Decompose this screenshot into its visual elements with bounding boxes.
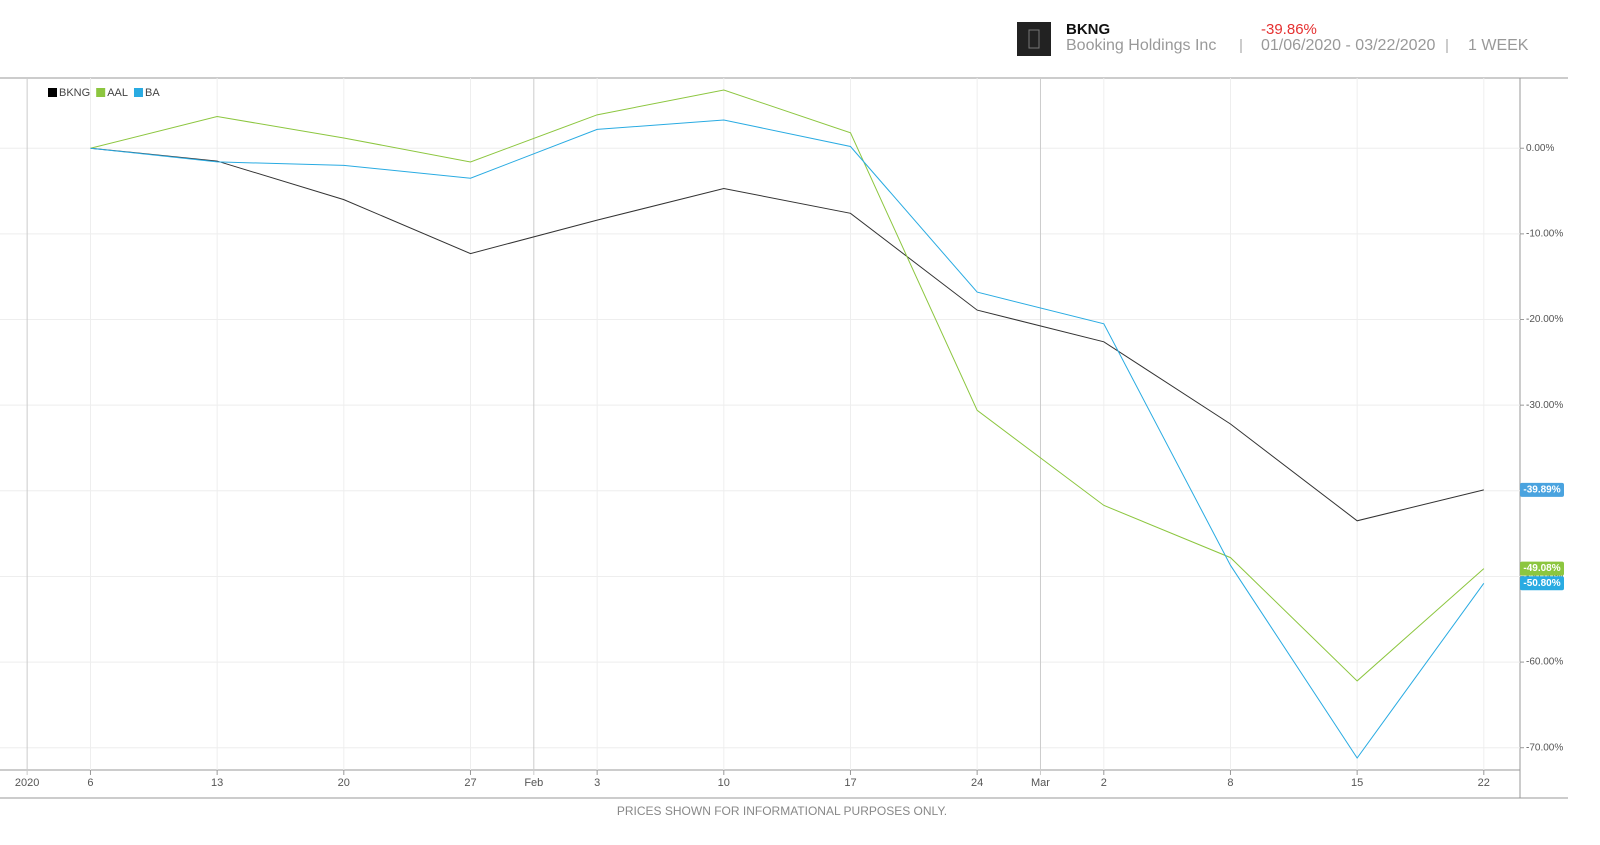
x-tick-label: 3 [594,777,600,789]
y-tick-label: -20.00% [1526,314,1563,325]
date-range: 01/06/2020 - 03/22/2020 [1261,37,1435,54]
x-tick-label: 17 [844,777,856,789]
change: -39.86% [1261,21,1317,38]
value-tag [1520,576,1564,591]
x-tick-label: 20 [338,777,350,789]
y-tick-label: -70.00% [1526,742,1563,753]
x-tick-label: 15 [1351,777,1363,789]
x-tick-label: 2 [1101,777,1107,789]
legend-label: BKNG [59,87,90,99]
value-tag-label: -50.80% [1523,578,1560,589]
company-name: Booking Holdings Inc [1066,37,1216,54]
value-tag-label: -39.89% [1523,485,1560,496]
interval: 1 WEEK [1468,37,1529,54]
logo-glyph [1028,29,1040,49]
legend-label: AAL [107,87,128,99]
y-tick-label: -30.00% [1526,400,1563,411]
y-tick-label: -10.00% [1526,229,1563,240]
legend-swatch [133,88,143,97]
footer: PRICES SHOWN FOR INFORMATIONAL PURPOSES … [617,804,947,818]
value-tag [1520,561,1564,576]
series-line [90,119,1485,759]
x-tick-label: 22 [1478,777,1490,789]
legend-label: BA [145,87,160,99]
month-label: Feb [524,777,543,789]
month-label: Mar [1031,777,1050,789]
x-tick-label: 10 [718,777,730,789]
x-tick-label: 6 [87,777,93,789]
logo [1017,22,1051,56]
x-tick-label: 24 [971,777,983,789]
value-tag [1520,482,1564,497]
x-tick-label: 13 [211,777,223,789]
x-tick-label: 27 [464,777,476,789]
series-line [90,89,1485,682]
series-line [90,147,1484,522]
x-tick-label: 8 [1227,777,1233,789]
legend-swatch [48,88,57,97]
month-label: 2020 [15,777,39,789]
y-tick-label: -60.00% [1526,657,1563,668]
value-tag-label: -49.08% [1523,563,1560,574]
legend-swatch [96,88,106,97]
y-tick-label: 0.00% [1526,143,1554,154]
symbol: BKNG [1066,21,1110,38]
